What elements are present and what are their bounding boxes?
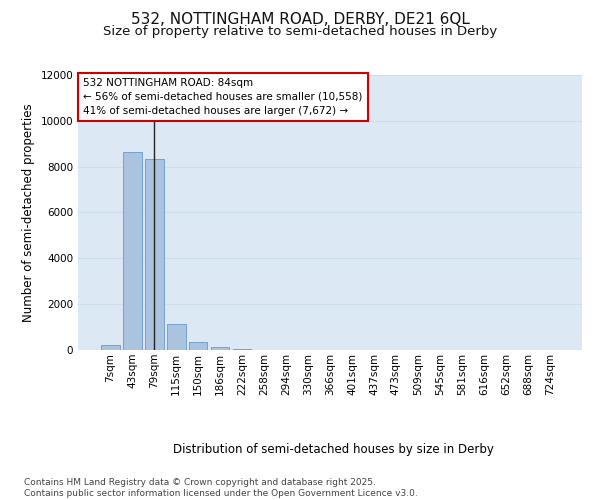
Bar (167, 324, 185, 350)
Text: Size of property relative to semi-detached houses in Derby: Size of property relative to semi-detach… (103, 25, 497, 38)
Bar (189, 342, 208, 350)
Text: 532, NOTTINGHAM ROAD, DERBY, DE21 6QL: 532, NOTTINGHAM ROAD, DERBY, DE21 6QL (131, 12, 469, 28)
Y-axis label: Number of semi-detached properties: Number of semi-detached properties (22, 103, 35, 322)
Bar (123, 152, 142, 350)
Bar (101, 345, 119, 350)
Text: Contains HM Land Registry data © Crown copyright and database right 2025.
Contai: Contains HM Land Registry data © Crown c… (24, 478, 418, 498)
Text: 532 NOTTINGHAM ROAD: 84sqm
← 56% of semi-detached houses are smaller (10,558)
41: 532 NOTTINGHAM ROAD: 84sqm ← 56% of semi… (83, 78, 362, 116)
Text: Distribution of semi-detached houses by size in Derby: Distribution of semi-detached houses by … (173, 442, 493, 456)
Bar (211, 347, 229, 350)
Bar (145, 158, 164, 350)
Bar (233, 349, 251, 350)
